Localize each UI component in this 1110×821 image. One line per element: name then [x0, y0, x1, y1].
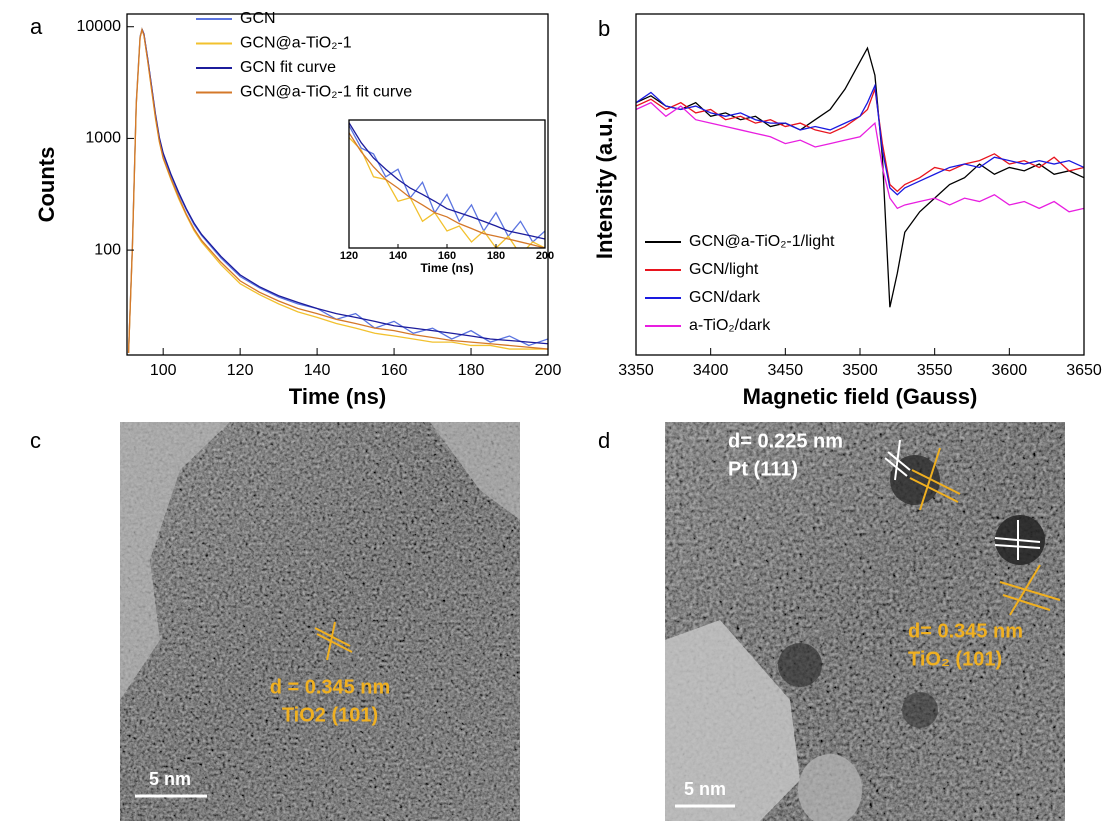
y-axis-label: Intensity (a.u.) [592, 110, 617, 259]
series-line [127, 27, 548, 353]
x-tick-label: 3350 [618, 362, 654, 379]
x-tick-label: 3550 [917, 362, 953, 379]
axes-frame [126, 13, 549, 356]
x-tick-label: 100 [150, 362, 177, 379]
x-tick-label: 140 [304, 362, 331, 379]
x-axis-label: Magnetic field (Gauss) [743, 384, 978, 409]
x-tick-label: 3650 [1066, 362, 1102, 379]
panel-label: a [30, 14, 43, 39]
series-line [349, 137, 545, 248]
x-axis-label: Time (ns) [420, 261, 473, 275]
x-axis-label: Time (ns) [289, 384, 386, 409]
legend-label: GCN [240, 10, 276, 27]
plot-area [349, 120, 545, 248]
y-tick-label: 100 [94, 241, 121, 258]
x-tick-label: 120 [340, 250, 358, 262]
legend-label: GCN/light [689, 261, 759, 278]
legend-label: GCN fit curve [240, 59, 336, 76]
scale-bar-label: 5 nm [149, 769, 191, 789]
x-tick-label: 160 [381, 362, 408, 379]
x-tick-label: 160 [438, 250, 456, 262]
x-tick-label: 3500 [842, 362, 878, 379]
annotation: d= 0.345 nm [908, 620, 1023, 642]
series-line [349, 132, 545, 248]
series-group [127, 27, 548, 353]
panel-label: b [598, 16, 610, 41]
x-tick-label: 140 [389, 250, 407, 262]
panel-label: c [30, 428, 41, 453]
panel-label: d [598, 428, 610, 453]
x-tick-label: 3450 [768, 362, 804, 379]
x-tick-label: 180 [458, 362, 485, 379]
y-tick-label: 1000 [85, 130, 121, 147]
series-group [636, 46, 1084, 308]
x-tick-label: 180 [487, 250, 505, 262]
x-tick-label: 200 [536, 250, 554, 262]
annotation: TiO₂ (101) [908, 648, 1002, 670]
series-group [349, 122, 545, 248]
x-tick-label: 3400 [693, 362, 729, 379]
legend-label: a-TiO₂/dark [689, 317, 771, 334]
annotation: TiO2 (101) [282, 704, 378, 726]
x-tick-label: 3600 [992, 362, 1028, 379]
x-tick-label: 120 [227, 362, 254, 379]
y-tick-label: 10000 [77, 18, 122, 35]
tem-image-d [665, 422, 1065, 821]
tem-image-c [120, 422, 520, 821]
x-tick-label: 200 [535, 362, 562, 379]
legend-label: GCN@a-TiO₂-1/light [689, 233, 835, 250]
annotation: Pt (111) [728, 458, 798, 480]
series-line [636, 83, 1084, 196]
legend-label: GCN/dark [689, 289, 761, 306]
legend-label: GCN@a-TiO₂-1 [240, 35, 352, 52]
y-axis-label: Counts [34, 147, 59, 223]
legend-label: GCN@a-TiO₂-1 fit curve [240, 84, 412, 101]
scale-bar-label: 5 nm [684, 779, 726, 799]
annotation: d= 0.225 nm [728, 430, 843, 452]
series-line [349, 122, 545, 240]
annotation: d = 0.345 nm [270, 676, 391, 698]
series-line [636, 101, 1084, 213]
plot-area [636, 14, 1084, 355]
